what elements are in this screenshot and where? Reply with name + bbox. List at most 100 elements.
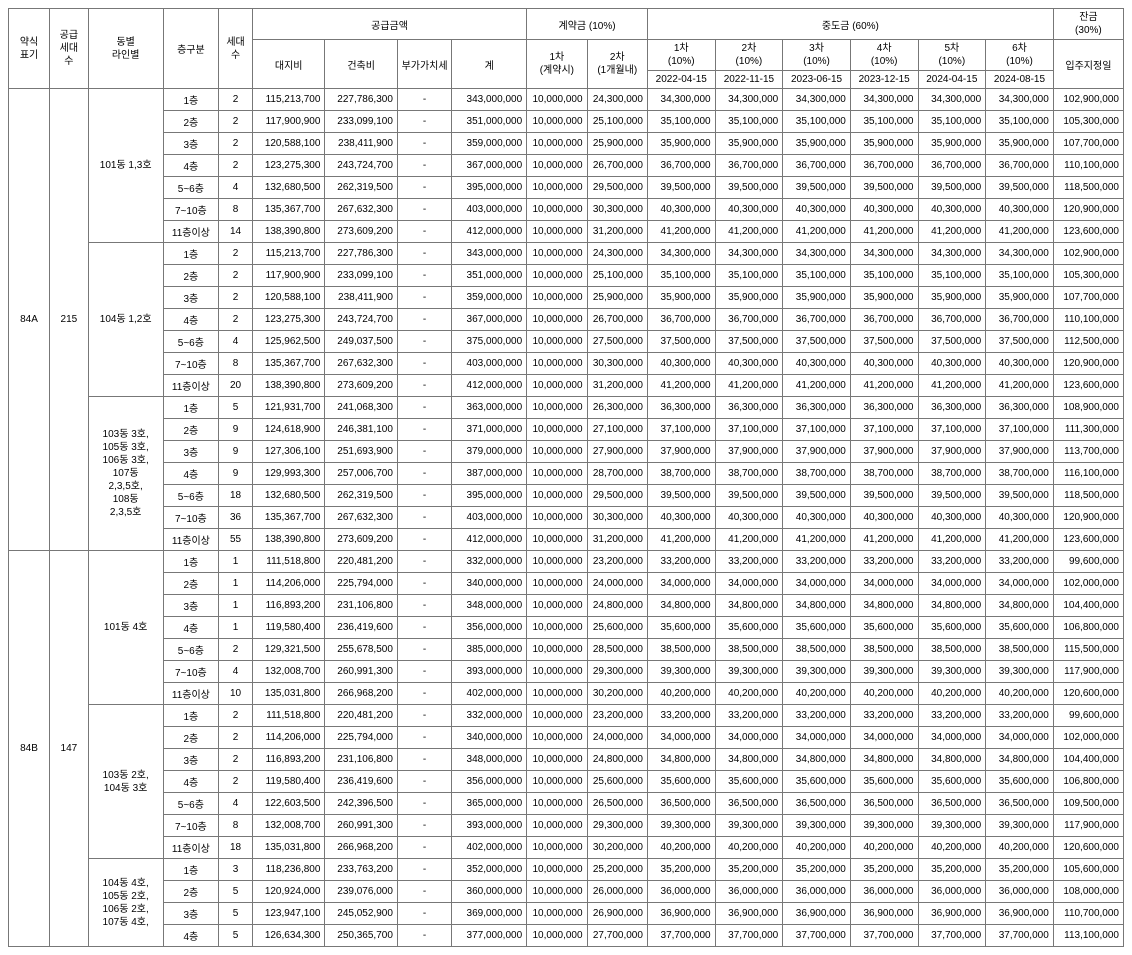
cell-vat: - (397, 881, 451, 903)
table-row: 84B147101동 4호1층1111,518,800220,481,200-3… (9, 551, 1124, 573)
cell-land: 119,580,400 (252, 617, 324, 639)
cell-mid: 36,700,000 (715, 309, 783, 331)
hdr-m6: 6차(10%) (986, 40, 1054, 71)
cell-contract-2: 23,200,000 (587, 705, 647, 727)
cell-mid: 36,300,000 (918, 397, 986, 419)
cell-sum: 387,000,000 (452, 463, 527, 485)
cell-contract-2: 25,900,000 (587, 133, 647, 155)
cell-land: 127,306,100 (252, 441, 324, 463)
cell-floor: 11층이상 (163, 375, 219, 397)
cell-mid: 36,000,000 (850, 881, 918, 903)
cell-mid: 40,200,000 (986, 683, 1054, 705)
table-row: 7~10층8135,367,700267,632,300-403,000,000… (9, 353, 1124, 375)
cell-mid: 37,100,000 (986, 419, 1054, 441)
cell-mid: 36,000,000 (647, 881, 715, 903)
hdr-m4-date: 2023-12-15 (850, 71, 918, 89)
cell-balance: 111,300,000 (1053, 419, 1123, 441)
cell-floor: 2층 (163, 881, 219, 903)
cell-mid: 36,700,000 (783, 309, 851, 331)
cell-vat: - (397, 177, 451, 199)
cell-contract-1: 10,000,000 (527, 507, 587, 529)
cell-mid: 35,900,000 (647, 287, 715, 309)
cell-build: 266,968,200 (325, 837, 397, 859)
cell-land: 117,900,900 (252, 265, 324, 287)
cell-mid: 40,300,000 (715, 507, 783, 529)
cell-floor: 5~6층 (163, 639, 219, 661)
cell-sum: 369,000,000 (452, 903, 527, 925)
cell-vat: - (397, 727, 451, 749)
table-header: 약식표기 공급세대수 동별라인별 층구분 세대수 공급금액 계약금 (10%) … (9, 9, 1124, 89)
cell-contract-2: 30,300,000 (587, 199, 647, 221)
cell-mid: 35,900,000 (715, 133, 783, 155)
cell-vat: - (397, 243, 451, 265)
cell-floor: 11층이상 (163, 529, 219, 551)
cell-mid: 34,000,000 (647, 727, 715, 749)
cell-mid: 34,000,000 (647, 573, 715, 595)
hdr-c1: 1차(계약시) (527, 40, 587, 89)
cell-vat: - (397, 397, 451, 419)
cell-mid: 36,700,000 (918, 155, 986, 177)
table-row: 4층9129,993,300257,006,700-387,000,00010,… (9, 463, 1124, 485)
cell-land: 123,275,300 (252, 155, 324, 177)
cell-vat: - (397, 595, 451, 617)
cell-land: 124,618,900 (252, 419, 324, 441)
cell-mid: 37,700,000 (783, 925, 851, 947)
cell-mid: 40,300,000 (715, 199, 783, 221)
cell-floor: 1층 (163, 397, 219, 419)
cell-mid: 36,700,000 (918, 309, 986, 331)
cell-mid: 37,700,000 (715, 925, 783, 947)
cell-build: 266,968,200 (325, 683, 397, 705)
cell-count: 2 (219, 133, 253, 155)
cell-contract-1: 10,000,000 (527, 639, 587, 661)
cell-count: 5 (219, 903, 253, 925)
cell-vat: - (397, 705, 451, 727)
cell-vat: - (397, 375, 451, 397)
cell-land: 115,213,700 (252, 89, 324, 111)
hdr-m1-date: 2022-04-15 (647, 71, 715, 89)
cell-mid: 36,700,000 (986, 309, 1054, 331)
cell-floor: 1층 (163, 243, 219, 265)
cell-vat: - (397, 683, 451, 705)
cell-mid: 37,900,000 (715, 441, 783, 463)
cell-balance: 118,500,000 (1053, 485, 1123, 507)
cell-balance: 116,100,000 (1053, 463, 1123, 485)
cell-mid: 40,300,000 (918, 199, 986, 221)
cell-count: 8 (219, 815, 253, 837)
cell-mid: 35,600,000 (647, 617, 715, 639)
cell-floor: 4층 (163, 617, 219, 639)
cell-floor: 3층 (163, 903, 219, 925)
cell-mid: 37,500,000 (715, 331, 783, 353)
cell-land: 111,518,800 (252, 551, 324, 573)
cell-mid: 40,200,000 (783, 683, 851, 705)
cell-vat: - (397, 771, 451, 793)
cell-sum: 412,000,000 (452, 375, 527, 397)
cell-sum: 340,000,000 (452, 573, 527, 595)
cell-contract-1: 10,000,000 (527, 243, 587, 265)
cell-count: 1 (219, 595, 253, 617)
cell-vat: - (397, 89, 451, 111)
cell-mid: 39,500,000 (850, 485, 918, 507)
cell-sum: 403,000,000 (452, 199, 527, 221)
cell-mid: 39,300,000 (986, 815, 1054, 837)
cell-sum: 379,000,000 (452, 441, 527, 463)
cell-contract-2: 25,600,000 (587, 771, 647, 793)
cell-contract-2: 31,200,000 (587, 375, 647, 397)
cell-mid: 35,600,000 (647, 771, 715, 793)
cell-floor: 5~6층 (163, 331, 219, 353)
table-row: 2층5120,924,000239,076,000-360,000,00010,… (9, 881, 1124, 903)
cell-balance: 106,800,000 (1053, 617, 1123, 639)
cell-count: 10 (219, 683, 253, 705)
cell-mid: 39,500,000 (647, 177, 715, 199)
cell-mid: 35,600,000 (783, 771, 851, 793)
cell-balance: 120,600,000 (1053, 837, 1123, 859)
cell-build: 239,076,000 (325, 881, 397, 903)
cell-mid: 40,300,000 (850, 199, 918, 221)
hdr-m4: 4차(10%) (850, 40, 918, 71)
cell-count: 2 (219, 639, 253, 661)
cell-count: 3 (219, 859, 253, 881)
cell-mid: 41,200,000 (647, 221, 715, 243)
cell-mid: 40,200,000 (986, 837, 1054, 859)
cell-build: 233,763,200 (325, 859, 397, 881)
cell-sum: 375,000,000 (452, 331, 527, 353)
cell-sum: 352,000,000 (452, 859, 527, 881)
